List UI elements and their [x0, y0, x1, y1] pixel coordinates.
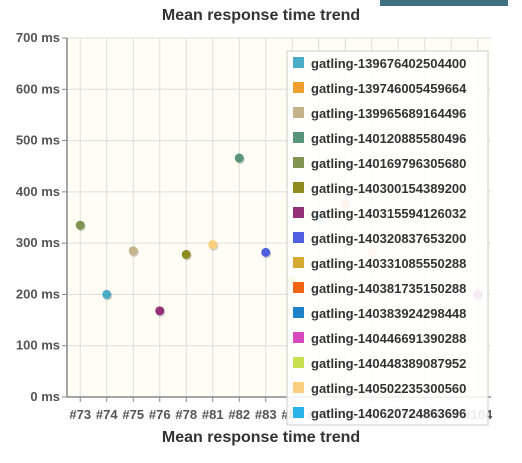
y-tick-label: 300 ms — [16, 235, 60, 250]
legend-swatch — [293, 282, 304, 293]
x-tick-label: #74 — [96, 407, 118, 422]
x-tick-label: #78 — [175, 407, 197, 422]
legend-swatch — [293, 157, 304, 168]
data-point — [155, 306, 165, 316]
x-tick-label: #81 — [202, 407, 224, 422]
legend-swatch — [293, 257, 304, 268]
data-point — [102, 289, 112, 299]
data-point — [208, 240, 218, 250]
x-tick-label: #73 — [69, 407, 91, 422]
legend-label: gatling-140381735150288 — [311, 281, 466, 296]
legend-swatch — [293, 332, 304, 343]
legend-label: gatling-140383924298448 — [311, 306, 466, 321]
top-accent-bar — [380, 0, 508, 6]
legend-swatch — [293, 207, 304, 218]
y-tick-label: 700 ms — [16, 30, 60, 45]
legend[interactable]: gatling-139676402504400 gatling-139746005… — [286, 50, 489, 426]
legend-label: gatling-139676402504400 — [311, 56, 466, 71]
x-tick-label: #83 — [255, 407, 277, 422]
legend-label: gatling-140120885580496 — [311, 131, 466, 146]
data-point — [128, 246, 138, 256]
data-point — [261, 247, 271, 257]
y-tick-label: 0 ms — [30, 389, 60, 404]
legend-swatch — [293, 382, 304, 393]
legend-label: gatling-139746005459664 — [311, 81, 467, 96]
legend-label: gatling-139965689164496 — [311, 106, 466, 121]
legend-label: gatling-140315594126032 — [311, 206, 466, 221]
x-tick-label: #75 — [122, 407, 144, 422]
x-axis-label: Mean response time trend — [161, 429, 361, 446]
data-point — [234, 153, 244, 163]
x-tick-label: #82 — [228, 407, 250, 422]
x-tick-label: #76 — [149, 407, 171, 422]
legend-swatch — [293, 82, 304, 93]
chart-title: Mean response time trend — [161, 7, 361, 24]
y-tick-label: 100 ms — [16, 338, 60, 353]
y-tick-labels: 0 ms 100 ms 200 ms 300 ms 400 ms 500 ms 600 ms… — [16, 30, 60, 404]
y-tick-label: 500 ms — [16, 133, 60, 148]
legend-label: gatling-140300154389200 — [311, 181, 466, 196]
legend-swatch — [293, 182, 304, 193]
legend-label: gatling-140448389087952 — [311, 356, 466, 371]
legend-label: gatling-140446691390288 — [311, 331, 466, 346]
y-tick-label: 200 ms — [16, 286, 60, 301]
data-point — [75, 220, 85, 230]
legend-swatch — [293, 407, 304, 418]
legend-swatch — [293, 307, 304, 318]
legend-label: gatling-140620724863696 — [311, 406, 466, 421]
legend-swatch — [293, 107, 304, 118]
legend-label: gatling-140169796305680 — [311, 156, 466, 171]
y-tick-label: 600 ms — [16, 81, 60, 96]
legend-swatch — [293, 357, 304, 368]
legend-label: gatling-140320837653200 — [311, 231, 466, 246]
legend-swatch — [293, 132, 304, 143]
legend-swatch — [293, 232, 304, 243]
y-tick-label: 400 ms — [16, 184, 60, 199]
legend-swatch — [293, 57, 304, 68]
legend-label: gatling-140502235300560 — [311, 381, 466, 396]
data-point — [181, 249, 191, 259]
legend-label: gatling-140331085550288 — [311, 256, 466, 271]
legend-box — [286, 50, 489, 426]
